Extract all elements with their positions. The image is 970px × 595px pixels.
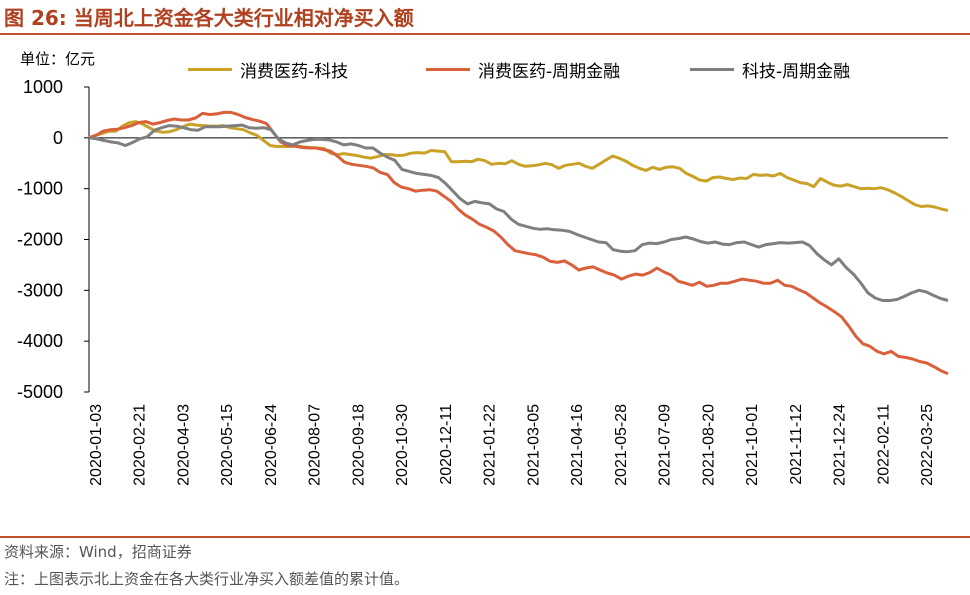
y-tick-label: 0 xyxy=(53,128,63,148)
x-tick-label: 2021-10-01 xyxy=(744,404,761,486)
x-tick-label: 2020-04-03 xyxy=(175,404,192,486)
legend-item-2: 科技-周期金融 xyxy=(690,57,851,82)
x-tick-label: 2021-03-05 xyxy=(525,404,542,486)
legend-item-1: 消费医药-周期金融 xyxy=(426,57,621,82)
x-tick-label: 2020-05-15 xyxy=(219,404,236,486)
series-line-1 xyxy=(88,110,949,376)
x-tick-label: 2020-01-03 xyxy=(88,404,105,486)
source-note: 资料来源：Wind，招商证券 xyxy=(4,543,192,561)
x-tick-label: 2020-10-30 xyxy=(394,404,411,486)
x-tick-label: 2020-09-18 xyxy=(350,404,367,486)
y-tick-label: -3000 xyxy=(17,280,63,300)
legend-label-2: 科技-周期金融 xyxy=(742,61,851,82)
series-line-0 xyxy=(88,120,949,212)
x-tick-label: 2021-11-12 xyxy=(788,404,805,485)
legend-label-0: 消费医药-科技 xyxy=(240,61,349,82)
x-tick-label: 2020-06-24 xyxy=(263,404,280,486)
x-tick-label: 2021-07-09 xyxy=(657,404,674,486)
y-tick-label: 1000 xyxy=(23,77,63,97)
legend-swatch-0 xyxy=(188,67,232,71)
figure-title: 图 26: 当周北上资金各大类行业相对净买入额 xyxy=(4,6,414,30)
legend-swatch-1 xyxy=(426,67,470,71)
x-tick-label: 2020-08-07 xyxy=(307,404,324,486)
x-tick-label: 2021-01-22 xyxy=(482,404,499,486)
unit-label: 单位：亿元 xyxy=(20,50,96,68)
x-tick-label: 2021-12-24 xyxy=(832,404,849,486)
y-tick-label: -4000 xyxy=(17,331,63,351)
legend-label-1: 消费医药-周期金融 xyxy=(478,61,621,82)
x-tick-label: 2022-02-11 xyxy=(875,404,892,485)
series-line-2 xyxy=(88,123,949,302)
title-rule xyxy=(0,33,970,35)
y-tick-label: -2000 xyxy=(17,230,63,250)
y-tick-label: -5000 xyxy=(17,382,63,402)
x-tick-label: 2022-03-25 xyxy=(919,404,936,486)
footer-rule xyxy=(0,536,970,538)
legend-swatch-2 xyxy=(690,67,734,71)
y-tick-label: -1000 xyxy=(17,179,63,199)
x-tick-label: 2021-08-20 xyxy=(700,404,717,486)
legend-item-0: 消费医药-科技 xyxy=(188,57,349,82)
x-tick-label: 2021-04-16 xyxy=(569,404,586,486)
x-tick-label: 2020-12-11 xyxy=(438,404,455,485)
x-tick-label: 2020-02-21 xyxy=(132,404,149,486)
x-tick-label: 2021-05-28 xyxy=(613,404,630,486)
footnote: 注：上图表示北上资金在各大类行业净买入额差值的累计值。 xyxy=(4,570,410,588)
